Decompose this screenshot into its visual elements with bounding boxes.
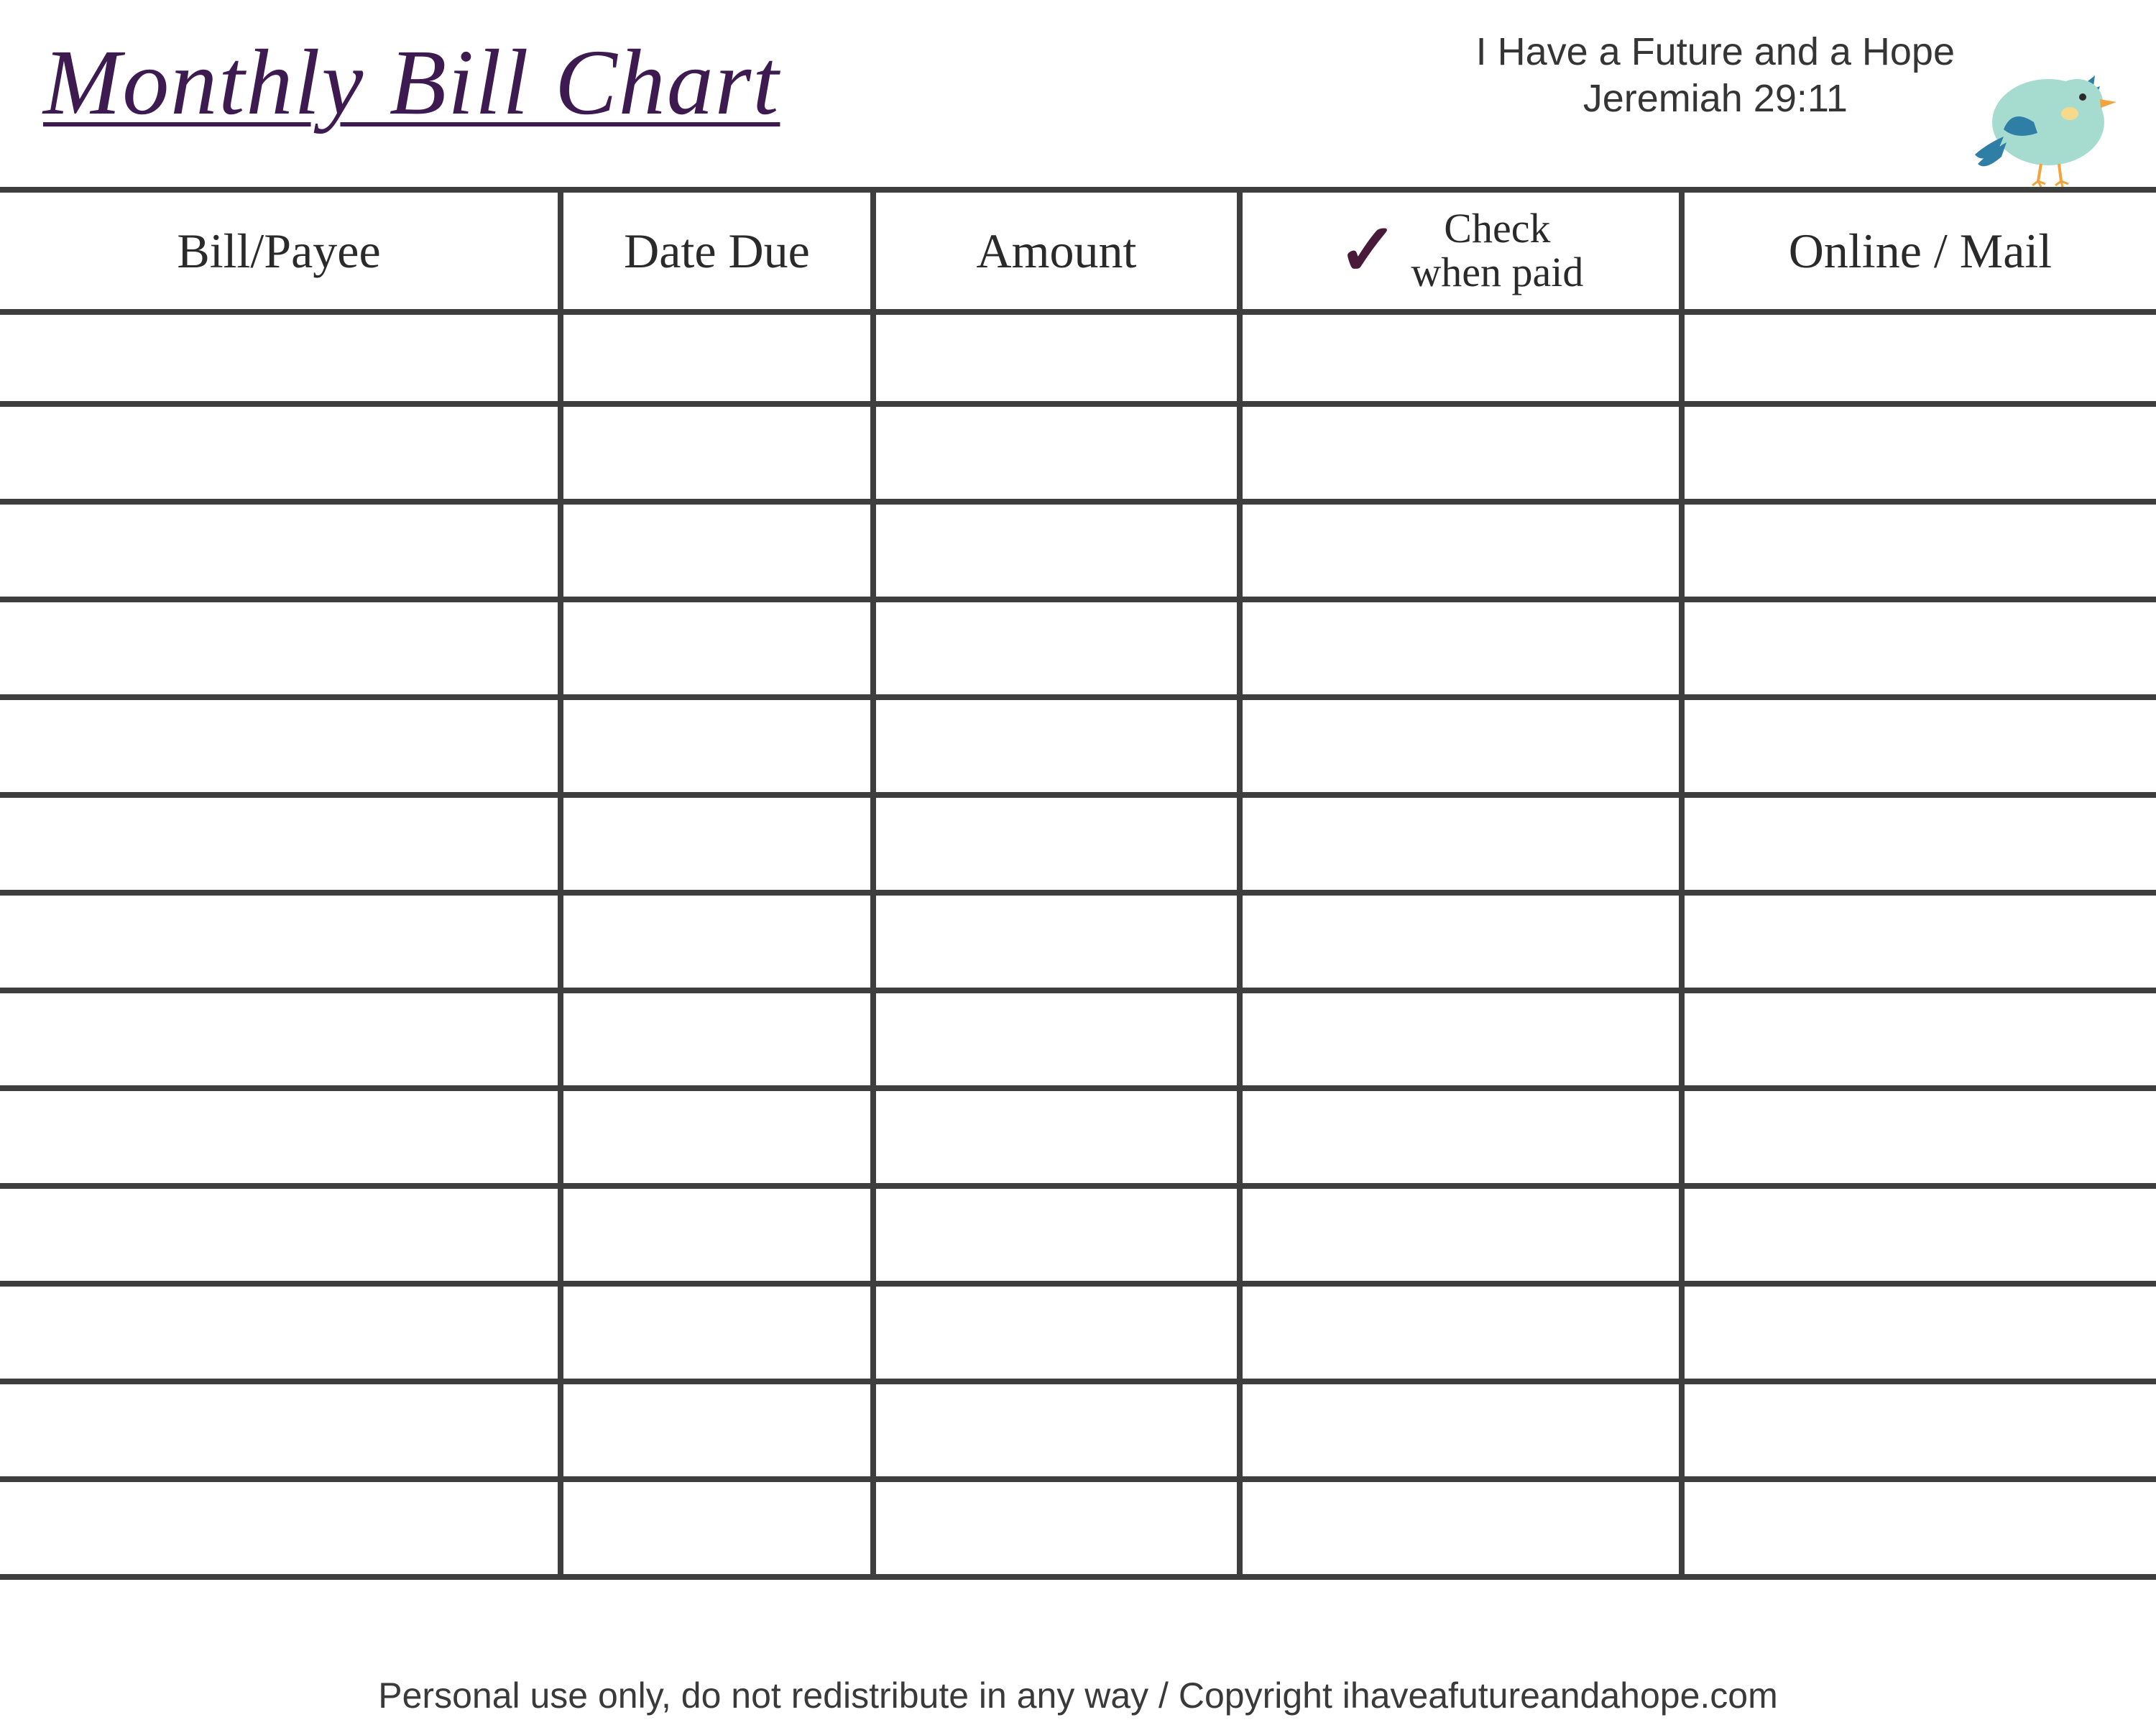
cell-paid[interactable] [1240, 1284, 1682, 1381]
cell-due[interactable] [561, 1088, 873, 1186]
cell-payee[interactable] [0, 1088, 561, 1186]
cell-paid[interactable] [1240, 1088, 1682, 1186]
cell-paid[interactable] [1240, 599, 1682, 697]
cell-amount[interactable] [873, 1186, 1240, 1284]
cell-method[interactable] [1682, 1479, 2156, 1577]
cell-method[interactable] [1682, 795, 2156, 893]
cell-payee[interactable] [0, 1186, 561, 1284]
cell-payee[interactable] [0, 1284, 561, 1381]
bill-table: Bill/Payee Date Due Amount ✓ Check when … [0, 187, 2156, 1580]
cell-paid[interactable] [1240, 1381, 1682, 1479]
tagline-line2: Jeremiah 29:11 [1476, 75, 1955, 122]
cell-payee[interactable] [0, 795, 561, 893]
cell-due[interactable] [561, 893, 873, 990]
page-header: Monthly Bill Chart I Have a Future and a… [0, 0, 2156, 187]
cell-due[interactable] [561, 1381, 873, 1479]
table-row [0, 1284, 2156, 1381]
cell-method[interactable] [1682, 1284, 2156, 1381]
cell-payee[interactable] [0, 312, 561, 404]
cell-due[interactable] [561, 599, 873, 697]
cell-paid[interactable] [1240, 502, 1682, 599]
cell-due[interactable] [561, 990, 873, 1088]
cell-amount[interactable] [873, 312, 1240, 404]
cell-paid[interactable] [1240, 404, 1682, 502]
col-header-payee: Bill/Payee [0, 190, 561, 312]
table-row [0, 893, 2156, 990]
cell-amount[interactable] [873, 599, 1240, 697]
cell-method[interactable] [1682, 1186, 2156, 1284]
cell-due[interactable] [561, 404, 873, 502]
table-row [0, 502, 2156, 599]
cell-paid[interactable] [1240, 1479, 1682, 1577]
cell-paid[interactable] [1240, 893, 1682, 990]
cell-payee[interactable] [0, 404, 561, 502]
cell-payee[interactable] [0, 1479, 561, 1577]
cell-due[interactable] [561, 502, 873, 599]
cell-amount[interactable] [873, 990, 1240, 1088]
cell-amount[interactable] [873, 697, 1240, 795]
table-row [0, 1186, 2156, 1284]
table-header-row: Bill/Payee Date Due Amount ✓ Check when … [0, 190, 2156, 312]
col-header-paid: ✓ Check when paid [1240, 190, 1682, 312]
cell-amount[interactable] [873, 404, 1240, 502]
cell-method[interactable] [1682, 1381, 2156, 1479]
cell-paid[interactable] [1240, 697, 1682, 795]
table-row [0, 404, 2156, 502]
table-row [0, 599, 2156, 697]
cell-method[interactable] [1682, 990, 2156, 1088]
cell-due[interactable] [561, 697, 873, 795]
table-row [0, 312, 2156, 404]
table-row [0, 1088, 2156, 1186]
cell-method[interactable] [1682, 1088, 2156, 1186]
footer-text: Personal use only, do not redistribute i… [0, 1675, 2156, 1716]
cell-amount[interactable] [873, 1479, 1240, 1577]
cell-paid[interactable] [1240, 990, 1682, 1088]
table-row [0, 1381, 2156, 1479]
table-row [0, 1479, 2156, 1577]
table-row [0, 990, 2156, 1088]
cell-payee[interactable] [0, 599, 561, 697]
tagline: I Have a Future and a Hope Jeremiah 29:1… [1476, 29, 1955, 122]
cell-amount[interactable] [873, 795, 1240, 893]
cell-amount[interactable] [873, 1284, 1240, 1381]
cell-amount[interactable] [873, 502, 1240, 599]
cell-paid[interactable] [1240, 1186, 1682, 1284]
cell-payee[interactable] [0, 990, 561, 1088]
table-row [0, 697, 2156, 795]
bird-icon [1969, 58, 2134, 187]
cell-amount[interactable] [873, 893, 1240, 990]
col-header-paid-text: Check when paid [1411, 207, 1583, 295]
cell-due[interactable] [561, 312, 873, 404]
cell-payee[interactable] [0, 697, 561, 795]
col-header-method: Online / Mail [1682, 190, 2156, 312]
col-header-amount: Amount [873, 190, 1240, 312]
col-header-due: Date Due [561, 190, 873, 312]
checkmark-icon: ✓ [1338, 222, 1399, 280]
cell-due[interactable] [561, 1284, 873, 1381]
bill-table-container: Bill/Payee Date Due Amount ✓ Check when … [0, 187, 2156, 1580]
cell-payee[interactable] [0, 502, 561, 599]
cell-payee[interactable] [0, 1381, 561, 1479]
table-body [0, 312, 2156, 1577]
cell-amount[interactable] [873, 1381, 1240, 1479]
cell-payee[interactable] [0, 893, 561, 990]
tagline-line1: I Have a Future and a Hope [1476, 29, 1955, 75]
cell-method[interactable] [1682, 599, 2156, 697]
cell-method[interactable] [1682, 404, 2156, 502]
cell-method[interactable] [1682, 893, 2156, 990]
table-row [0, 795, 2156, 893]
cell-paid[interactable] [1240, 795, 1682, 893]
cell-paid[interactable] [1240, 312, 1682, 404]
cell-due[interactable] [561, 1186, 873, 1284]
cell-due[interactable] [561, 1479, 873, 1577]
cell-due[interactable] [561, 795, 873, 893]
cell-method[interactable] [1682, 697, 2156, 795]
cell-method[interactable] [1682, 502, 2156, 599]
cell-amount[interactable] [873, 1088, 1240, 1186]
cell-method[interactable] [1682, 312, 2156, 404]
